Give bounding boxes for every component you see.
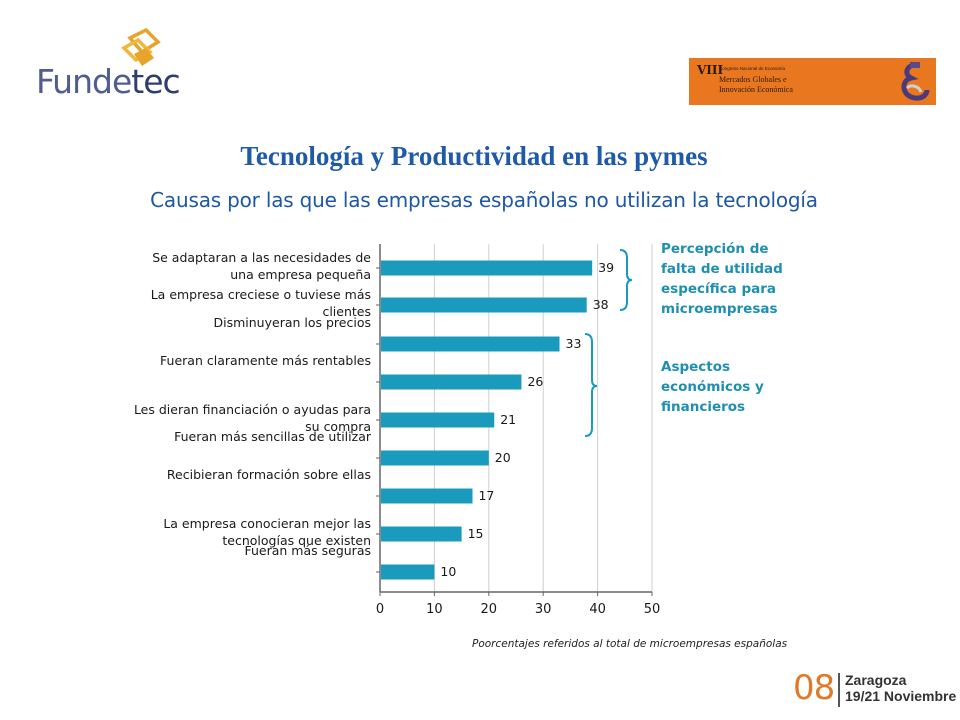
congress-line2: Innovación Económica — [719, 85, 793, 94]
x-tick-label: 0 — [375, 602, 385, 617]
bar — [381, 374, 522, 390]
bar — [381, 526, 462, 542]
footer-city: Zaragoza — [845, 672, 907, 688]
category-label: La empresa conocieran mejor las tecnolog… — [163, 516, 371, 548]
bar — [381, 412, 495, 428]
group-bracket — [584, 333, 598, 437]
bar-value-label: 10 — [440, 564, 457, 579]
category-label: Se adaptaran a las necesidades de una em… — [152, 250, 371, 282]
bar-value-label: 21 — [500, 412, 517, 427]
group-label: Aspectos económicos y financieros — [661, 359, 764, 415]
category-label: Fueran claramente más rentables — [160, 353, 371, 368]
fundetec-logo-text: Fundetec — [36, 62, 181, 101]
congress-emblem-icon — [901, 62, 930, 101]
x-tick-label: 10 — [426, 602, 443, 617]
bar — [381, 564, 435, 580]
chart-footnote: Poorcentajes referidos al total de micro… — [472, 638, 788, 650]
category-label: La empresa creciese o tuviese más client… — [150, 287, 371, 319]
group-bracket — [619, 249, 633, 311]
footer-divider — [838, 673, 840, 707]
bar — [381, 488, 473, 504]
category-label: Disminuyeran los precios — [213, 315, 372, 330]
bar — [381, 450, 489, 466]
category-label: Les dieran financiación o ayudas para su… — [133, 402, 371, 434]
footer-dates: 19/21 Noviembre — [845, 688, 957, 704]
congress-line1: Mercados Globales e — [719, 75, 787, 84]
category-label: Fueran más sencillas de utilizar — [174, 429, 371, 444]
congress-roman: VIII — [697, 63, 724, 77]
category-label: Fueran más seguras — [244, 543, 371, 558]
bar-value-label: 26 — [527, 374, 544, 389]
bar-value-label: 39 — [598, 260, 615, 275]
bar — [381, 336, 560, 352]
category-label: Recibieran formación sobre ellas — [166, 467, 371, 482]
page-title: Tecnología y Productividad en las pymes — [240, 141, 708, 171]
x-tick-label: 30 — [534, 602, 552, 617]
footer-edition-number: 08 — [793, 668, 835, 708]
bar-value-label: 33 — [565, 336, 582, 351]
x-tick-label: 40 — [589, 602, 606, 617]
congress-banner: VIII Congreso Nacional de Economía Merca… — [689, 58, 936, 105]
bar-value-label: 17 — [478, 488, 495, 503]
bar — [381, 260, 593, 276]
x-tick-label: 50 — [643, 602, 661, 617]
page-subtitle: Causas por las que las empresas española… — [150, 188, 818, 212]
bar — [381, 297, 587, 313]
group-label: Percepción de falta de utilidad específi… — [661, 241, 783, 317]
fundetec-logo-icon — [121, 27, 161, 66]
congress-small-text: Congreso Nacional de Economía — [719, 66, 786, 71]
bar-value-label: 20 — [494, 450, 511, 465]
bar-value-label: 38 — [592, 297, 609, 312]
bar-value-label: 15 — [467, 526, 484, 541]
x-tick-label: 20 — [480, 602, 498, 617]
